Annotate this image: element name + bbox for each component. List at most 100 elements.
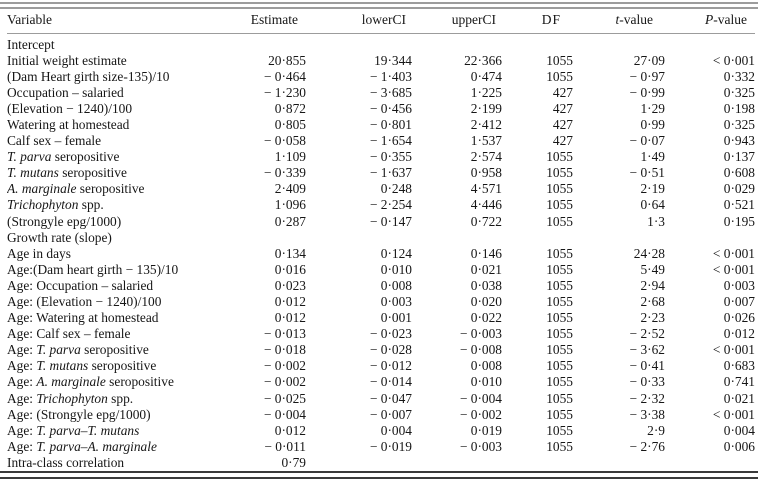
value-cell-lowerCI: − 0·019 bbox=[369, 438, 412, 454]
value-cell-p_value: < 0·001 bbox=[712, 342, 755, 358]
value-cell-p_value: 0·325 bbox=[723, 116, 755, 132]
value-cell-t_value: 2·19 bbox=[640, 181, 665, 197]
value-cell-estimate: − 0·018 bbox=[263, 342, 306, 358]
value-cell-upperCI: 0·958 bbox=[470, 165, 502, 181]
value-cell-p_value: 0·137 bbox=[723, 149, 755, 165]
variable-cell: (Dam Heart girth size-135)/10 bbox=[7, 68, 170, 84]
value-cell-estimate: − 0·002 bbox=[263, 358, 306, 374]
variable-cell: Calf sex – female bbox=[7, 133, 102, 149]
value-cell-upperCI bbox=[412, 455, 502, 471]
value-cell-estimate: 0·023 bbox=[274, 277, 306, 293]
bottom-double-rule-2 bbox=[0, 477, 758, 479]
value-cell-p_value: 0·012 bbox=[723, 326, 755, 342]
value-cell-df: 1055 bbox=[546, 406, 573, 422]
value-cell-lowerCI: − 2·254 bbox=[369, 197, 412, 213]
value-cell-estimate: 0·805 bbox=[274, 116, 306, 132]
variable-cell: Age: T. mutans seropositive bbox=[7, 358, 157, 374]
col-header-upperci: upperCI bbox=[412, 10, 502, 34]
value-cell-lowerCI: − 1·654 bbox=[369, 133, 412, 149]
value-cell-df: 1055 bbox=[546, 149, 573, 165]
value-cell-estimate: − 0·011 bbox=[264, 438, 306, 454]
table-header: Variable Estimate lowerCI upperCI DF t-v… bbox=[7, 10, 755, 34]
value-cell-lowerCI: 0·001 bbox=[380, 310, 412, 326]
value-cell-lowerCI bbox=[306, 230, 412, 246]
value-cell-lowerCI: − 0·456 bbox=[369, 100, 412, 116]
value-cell-upperCI: 0·008 bbox=[470, 358, 502, 374]
value-cell-lowerCI bbox=[306, 455, 412, 471]
value-cell-t_value: 0·99 bbox=[640, 116, 665, 132]
value-cell-lowerCI: − 0·047 bbox=[369, 390, 412, 406]
value-cell-lowerCI: − 1·637 bbox=[369, 165, 412, 181]
top-double-rule-2 bbox=[0, 7, 758, 9]
value-cell-t_value: 2·94 bbox=[640, 277, 665, 293]
value-cell-df: 1055 bbox=[546, 310, 573, 326]
value-cell-estimate: 20·855 bbox=[268, 52, 306, 68]
value-cell-estimate: − 0·464 bbox=[263, 68, 306, 84]
value-cell-t_value: − 3·62 bbox=[629, 342, 665, 358]
variable-cell: Age: T. parva–T. mutans bbox=[7, 422, 140, 438]
value-cell-t_value: − 2·32 bbox=[629, 390, 665, 406]
value-cell-p_value: 0·007 bbox=[723, 294, 755, 309]
value-cell-estimate: 0·287 bbox=[274, 213, 306, 229]
table-row: Age: Trichophyton spp. − 0·025 − 0·047 − 0·… bbox=[7, 391, 755, 407]
table-row: Age: Calf sex – female − 0·013 − 0·023 − 0·… bbox=[7, 326, 755, 342]
table-row: Age: A. marginale seropositive − 0·002 − 0… bbox=[7, 374, 755, 390]
table-row: Age: T. parva seropositive − 0·018 − 0·028… bbox=[7, 342, 755, 358]
value-cell-df: 1055 bbox=[546, 181, 573, 197]
value-cell-df: 1055 bbox=[546, 390, 573, 406]
table-row: Intra-class correlation 0·79 bbox=[7, 455, 755, 471]
value-cell-upperCI: 0·019 bbox=[470, 422, 502, 438]
col-header-df: DF bbox=[502, 10, 573, 34]
value-cell-t_value: 0·64 bbox=[640, 197, 665, 213]
value-cell-df: 427 bbox=[552, 116, 573, 132]
value-cell-upperCI: 2·574 bbox=[470, 149, 502, 165]
table-row: Age: (Strongyle epg/1000) − 0·004 − 0·007 −… bbox=[7, 407, 755, 423]
section-row: Growth rate (slope) bbox=[7, 230, 755, 246]
variable-cell: Watering at homestead bbox=[7, 116, 130, 132]
value-cell-t_value: − 0·51 bbox=[629, 165, 665, 181]
value-cell-df: 1055 bbox=[546, 342, 573, 358]
value-cell-p_value: 0·198 bbox=[723, 100, 755, 116]
value-cell-p_value bbox=[665, 33, 755, 53]
value-cell-df: 1055 bbox=[546, 358, 573, 374]
value-cell-df: 1055 bbox=[546, 261, 573, 277]
variable-cell: Age: Occupation – salaried bbox=[7, 277, 154, 293]
value-cell-t_value: 24·28 bbox=[633, 245, 665, 261]
section-row: Intercept bbox=[7, 33, 755, 53]
variable-cell: T. parva seropositive bbox=[7, 149, 120, 165]
value-cell-df: 1055 bbox=[546, 197, 573, 213]
value-cell-estimate: − 0·058 bbox=[263, 133, 306, 149]
table-row: Trichophyton spp. 1·096 − 2·254 4·446 1055 0·… bbox=[7, 197, 755, 213]
variable-cell: Age: T. parva–A. marginale bbox=[7, 438, 157, 454]
variable-cell: Intercept bbox=[7, 36, 55, 52]
value-cell-estimate: − 0·002 bbox=[263, 374, 306, 390]
value-cell-df bbox=[502, 33, 573, 53]
value-cell-estimate: 0·134 bbox=[274, 245, 306, 261]
variable-cell: Age: T. parva seropositive bbox=[7, 342, 149, 358]
table-row: Occupation – salaried − 1·230 − 3·685 1·225… bbox=[7, 85, 755, 101]
value-cell-upperCI: − 0·002 bbox=[459, 406, 502, 422]
value-cell-lowerCI: − 0·014 bbox=[369, 374, 412, 390]
value-cell-df bbox=[502, 455, 573, 471]
value-cell-p_value: 0·608 bbox=[723, 165, 755, 181]
value-cell-lowerCI: 0·124 bbox=[380, 245, 412, 261]
value-cell-upperCI: 0·020 bbox=[470, 294, 502, 309]
value-cell-t_value: 5·49 bbox=[640, 261, 665, 277]
value-cell-estimate: 2·409 bbox=[274, 181, 306, 197]
value-cell-estimate: − 0·013 bbox=[263, 326, 306, 342]
value-cell-estimate: 0·012 bbox=[274, 294, 306, 309]
value-cell-df: 1055 bbox=[546, 213, 573, 229]
table-row: (Elevation − 1240)/100 0·872 − 0·456 2·199 4… bbox=[7, 101, 755, 117]
value-cell-upperCI: 0·010 bbox=[470, 374, 502, 390]
value-cell-estimate bbox=[240, 230, 306, 246]
value-cell-t_value: 2·68 bbox=[640, 294, 665, 309]
variable-cell: A. marginale seropositive bbox=[7, 181, 145, 197]
variable-cell: Trichophyton spp. bbox=[7, 197, 104, 213]
value-cell-lowerCI: 0·248 bbox=[380, 181, 412, 197]
table-row: Age: T. parva–T. mutans 0·012 0·004 0·019 10… bbox=[7, 423, 755, 439]
value-cell-t_value: − 2·76 bbox=[629, 438, 665, 454]
value-cell-p_value: 0·325 bbox=[723, 84, 755, 100]
value-cell-t_value bbox=[573, 230, 665, 246]
value-cell-upperCI: 1·537 bbox=[470, 133, 502, 149]
